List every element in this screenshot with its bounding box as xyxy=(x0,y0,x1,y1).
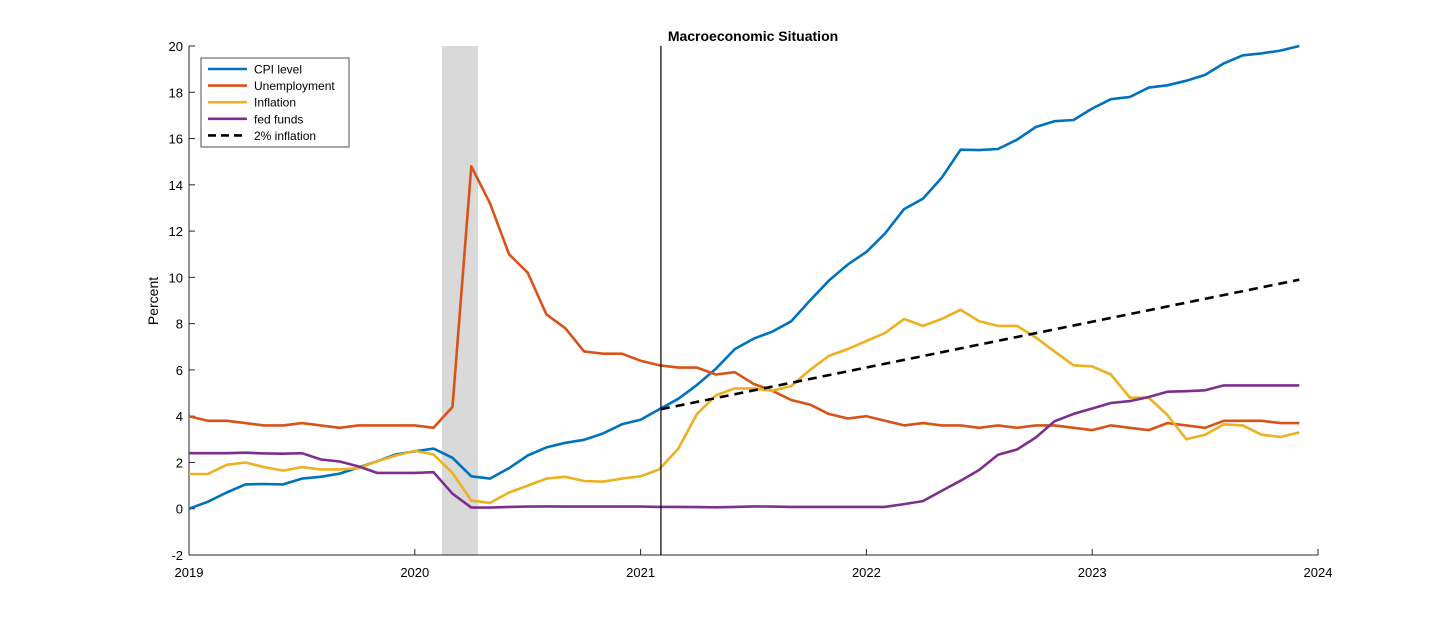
plot-area: -2 0 2 4 6 8 10 12 14 16 18 20 2019 2020 2021 2022 2023 2… xyxy=(169,39,1333,580)
legend-label: 2% inflation xyxy=(254,129,316,143)
series-line-2-inflation xyxy=(660,278,1300,411)
series-line-fed-funds xyxy=(189,384,1300,509)
y-tick-label: 4 xyxy=(176,409,183,424)
y-tick-label: 12 xyxy=(169,224,183,239)
y-tick-label: 6 xyxy=(176,363,183,378)
legend-label: Unemployment xyxy=(254,79,335,93)
y-tick-label: 0 xyxy=(176,502,183,517)
x-tick-label: 2023 xyxy=(1078,565,1107,580)
series-line-unemployment xyxy=(188,165,1300,432)
x-tick-label: 2024 xyxy=(1304,565,1333,580)
legend-label: fed funds xyxy=(254,112,303,126)
chart-title: Macroeconomic Situation xyxy=(668,28,838,44)
y-axis-label: Percent xyxy=(145,277,161,325)
y-tick-label: 2 xyxy=(176,455,183,470)
y-tick-label: 14 xyxy=(169,178,183,193)
y-tick-label: 16 xyxy=(169,132,183,147)
legend-label: Inflation xyxy=(254,96,296,110)
y-tick-label: 18 xyxy=(169,85,183,100)
series-line-inflation xyxy=(189,308,1300,505)
x-tick-label: 2022 xyxy=(852,565,881,580)
y-tick-label: 8 xyxy=(176,317,183,332)
y-tick-label: -2 xyxy=(171,548,183,563)
x-tick-label: 2020 xyxy=(400,565,429,580)
x-tick-label: 2021 xyxy=(626,565,655,580)
y-tick-label: 10 xyxy=(169,270,183,285)
legend-label: CPI level xyxy=(254,63,302,77)
y-tick-label: 20 xyxy=(169,39,183,54)
x-tick-label: 2019 xyxy=(175,565,204,580)
legend: CPI level Unemployment Inflation fed funds 2… xyxy=(200,57,350,148)
